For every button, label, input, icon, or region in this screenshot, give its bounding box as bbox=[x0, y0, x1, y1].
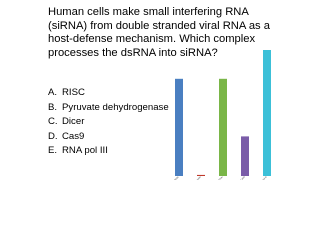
option: A. RISC bbox=[48, 87, 169, 102]
bar bbox=[197, 174, 205, 176]
option-letter: A. bbox=[48, 87, 58, 98]
x-tick-label: RISC bbox=[175, 176, 180, 180]
chart: RISCPyruvate dehydrogenaseDicerCas9RNA p… bbox=[175, 50, 271, 180]
option-text: Pyruvate dehydrogenase bbox=[62, 101, 169, 113]
option: B. Pyruvate dehydrogenase bbox=[48, 102, 169, 117]
option-letter: C. bbox=[48, 116, 58, 128]
bar bbox=[175, 78, 183, 176]
slide: Human cells make small interfering RNA (… bbox=[48, 6, 271, 180]
question: Human cells make small interfering RNA (… bbox=[48, 6, 270, 59]
option-letter: B. bbox=[48, 101, 58, 113]
x-tick-label: Dicer bbox=[218, 175, 224, 180]
option-text: Dicer bbox=[62, 116, 85, 128]
bar bbox=[219, 78, 227, 176]
bar bbox=[241, 136, 249, 176]
option-letter: E. bbox=[48, 145, 58, 157]
option-text: Cas9 bbox=[62, 130, 85, 142]
x-tick-label: RNA pol III bbox=[258, 175, 268, 180]
x-tick-label: Cas9 bbox=[241, 176, 247, 180]
option-text: RISC bbox=[62, 87, 85, 98]
option-letter: D. bbox=[48, 130, 58, 142]
option: C. Dicer bbox=[48, 116, 169, 131]
options: A. RISC B. Pyruvate dehydrogenase C. Dicer D. C… bbox=[48, 87, 169, 160]
option: D. Cas9 bbox=[48, 131, 169, 146]
option: E. RNA pol III bbox=[48, 145, 169, 160]
option-text: RNA pol III bbox=[62, 145, 108, 157]
bar bbox=[263, 50, 271, 176]
